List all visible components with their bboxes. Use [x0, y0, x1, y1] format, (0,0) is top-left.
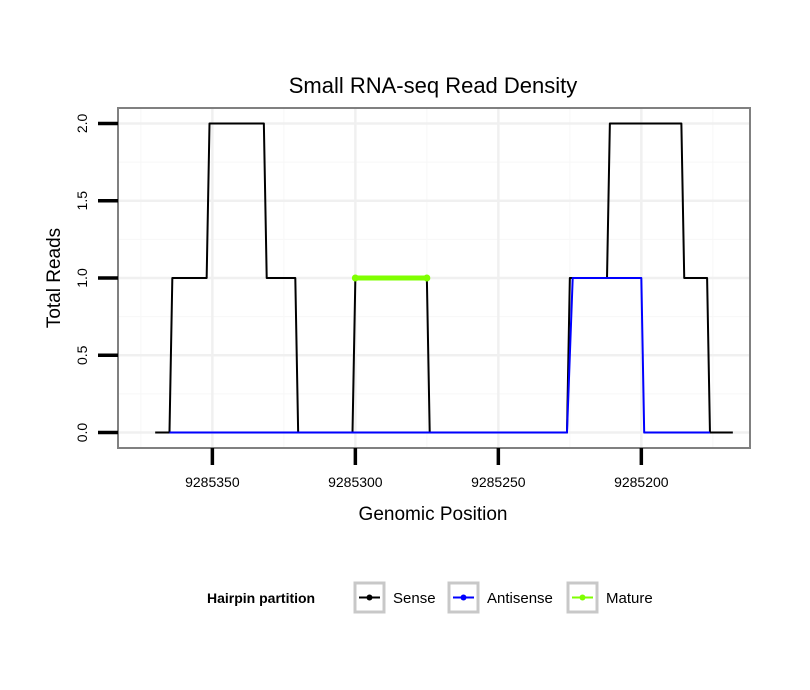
- x-axis: 9285350 9285300 9285250 9285200: [185, 448, 669, 490]
- y-tick-label: 2.0: [74, 114, 90, 134]
- y-tick-label: 1.5: [74, 191, 90, 211]
- legend-item-antisense: Antisense: [447, 581, 553, 614]
- chart-title: Small RNA-seq Read Density: [289, 73, 578, 98]
- series-point-mature: [423, 274, 431, 282]
- x-tick-label: 9285250: [471, 474, 526, 490]
- legend-dot-mature: [579, 594, 586, 601]
- y-tick-label: 0.5: [74, 345, 90, 365]
- legend: Hairpin partition Sense Antisense Mature: [207, 581, 653, 614]
- legend-item-sense: Sense: [353, 581, 436, 614]
- legend-dot-sense: [366, 594, 373, 601]
- series-layer: [155, 122, 733, 434]
- legend-dot-antisense: [460, 594, 467, 601]
- x-axis-label: Genomic Position: [359, 504, 508, 525]
- x-tick-label: 9285300: [328, 474, 383, 490]
- legend-label-antisense: Antisense: [487, 590, 553, 607]
- series-point-mature: [351, 274, 359, 282]
- legend-item-mature: Mature: [566, 581, 653, 614]
- plot-panel: [117, 107, 751, 449]
- legend-label-mature: Mature: [606, 590, 653, 607]
- legend-label-sense: Sense: [393, 590, 436, 607]
- legend-title: Hairpin partition: [207, 590, 315, 606]
- y-tick-label: 0.0: [74, 423, 90, 443]
- y-axis: 0.0 0.5 1.0 1.5 2.0: [74, 114, 118, 443]
- y-axis-label: Total Reads: [44, 228, 65, 328]
- series-line-antisense: [169, 277, 710, 434]
- x-tick-label: 9285350: [185, 474, 240, 490]
- x-tick-label: 9285200: [614, 474, 669, 490]
- y-tick-label: 1.0: [74, 268, 90, 288]
